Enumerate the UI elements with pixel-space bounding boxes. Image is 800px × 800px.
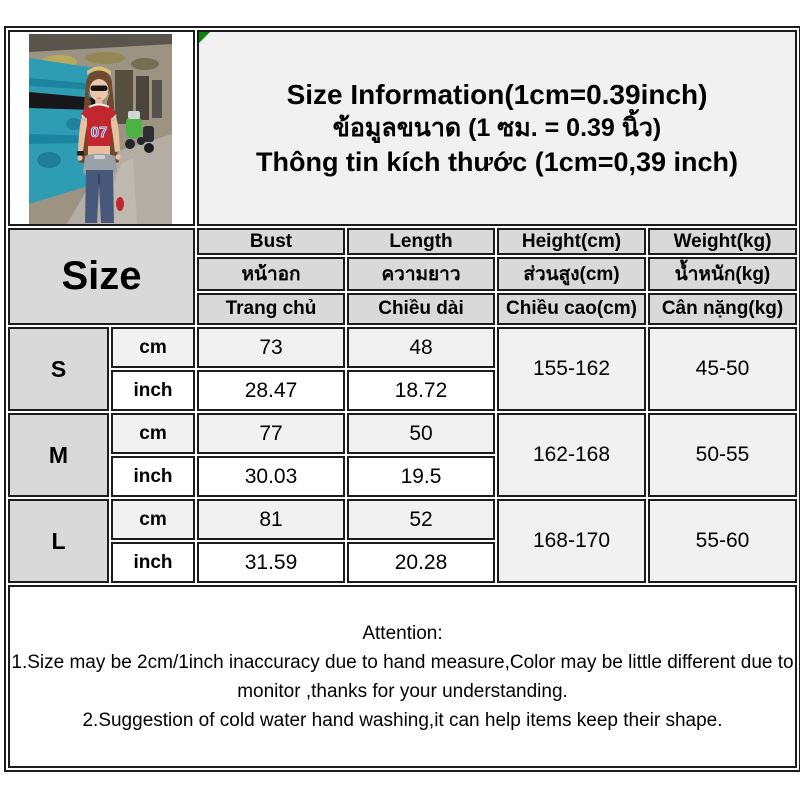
size-chart-table: 07 Siz [4, 26, 800, 772]
cell-s-cm-length: 48 [347, 327, 495, 368]
product-photo-illustration: 07 [29, 34, 172, 224]
unit-label-cm: cm [111, 327, 195, 368]
header-row-vietnamese: Trang chủ Chiều dài Chiều cao(cm) Cân nặ… [8, 293, 798, 325]
green-corner-triangle-icon [199, 32, 210, 43]
table-row-l-inch: inch 31.59 20.28 [8, 542, 797, 583]
size-column-header: Size [8, 228, 195, 325]
table-row-l-cm: L cm 81 52 168-170 55-60 [8, 499, 798, 583]
col-header-bust-th: หน้าอก [197, 257, 345, 291]
col-header-length-en: Length [347, 228, 495, 255]
cell-s-inch-bust: 28.47 [197, 370, 345, 411]
product-photo-cell: 07 [8, 30, 195, 226]
attention-item-2: 2.Suggestion of cold water hand washing,… [82, 709, 723, 731]
cell-m-height: 162-168 [497, 413, 646, 497]
size-label-l: L [8, 499, 109, 583]
col-header-length-vi: Chiều dài [347, 293, 495, 325]
cell-m-inch-length: 19.5 [347, 456, 495, 497]
title-english: Size Information(1cm=0.39inch) [286, 78, 708, 110]
table-row-s-inch: inch 28.47 18.72 [8, 370, 797, 411]
col-header-bust-vi: Trang chủ [197, 293, 345, 325]
unit-label-cm: cm [111, 499, 195, 540]
attention-cell: Attention: 1.Size may be 2cm/1inch inacc… [8, 585, 798, 768]
col-header-weight-en: Weight(kg) [648, 228, 798, 255]
attention-row: Attention: 1.Size may be 2cm/1inch inacc… [8, 585, 798, 768]
header-row-english: Size Bust Length Height(cm) Weight(kg) [8, 228, 798, 325]
cell-l-cm-bust: 81 [197, 499, 345, 540]
table-row-m-inch: inch 30.03 19.5 [8, 456, 797, 497]
size-label-m: M [8, 413, 109, 497]
unit-label-inch: inch [111, 542, 195, 583]
jersey-number-text: 07 [91, 124, 108, 141]
cell-l-weight: 55-60 [648, 499, 798, 583]
size-label-s: S [8, 327, 109, 411]
cell-l-cm-length: 52 [347, 499, 495, 540]
unit-label-cm: cm [111, 413, 195, 454]
cell-m-inch-bust: 30.03 [197, 456, 345, 497]
title-vietnamese: Thông tin kích thước (1cm=0,39 inch) [255, 146, 739, 177]
cell-m-weight: 50-55 [648, 413, 798, 497]
cell-s-cm-bust: 73 [197, 327, 345, 368]
col-header-length-th: ความยาว [347, 257, 495, 291]
attention-heading: Attention: [362, 622, 443, 644]
product-photo: 07 [29, 34, 172, 224]
col-header-bust-en: Bust [197, 228, 345, 255]
header-row-thai: หน้าอก ความยาว ส่วนสูง(cm) น้ำหนัก(kg) [8, 257, 798, 291]
col-header-weight-vi: Cân nặng(kg) [648, 293, 798, 325]
cell-l-height: 168-170 [497, 499, 646, 583]
unit-label-inch: inch [111, 370, 195, 411]
col-header-height-vi: Chiều cao(cm) [497, 293, 646, 325]
cell-l-inch-bust: 31.59 [197, 542, 345, 583]
table-row-m-cm: M cm 77 50 162-168 50-55 [8, 413, 798, 497]
col-header-height-th: ส่วนสูง(cm) [497, 257, 646, 291]
unit-label-inch: inch [111, 456, 195, 497]
table-row-s-cm: S cm 73 48 155-162 45-50 [8, 327, 798, 411]
cell-s-inch-length: 18.72 [347, 370, 495, 411]
attention-item-1: 1.Size may be 2cm/1inch inaccuracy due t… [11, 651, 794, 702]
size-info-title-cell: Size Information(1cm=0.39inch) ข้อมูลขนา… [197, 30, 798, 226]
cell-l-inch-length: 20.28 [347, 542, 495, 583]
col-header-weight-th: น้ำหนัก(kg) [648, 257, 798, 291]
cell-m-cm-bust: 77 [197, 413, 345, 454]
title-thai: ข้อมูลขนาด (1 ซม. = 0.39 นิ้ว) [332, 113, 662, 142]
cell-m-cm-length: 50 [347, 413, 495, 454]
cell-s-weight: 45-50 [648, 327, 798, 411]
photo-title-row: 07 Siz [8, 30, 798, 226]
cell-s-height: 155-162 [497, 327, 646, 411]
col-header-height-en: Height(cm) [497, 228, 646, 255]
